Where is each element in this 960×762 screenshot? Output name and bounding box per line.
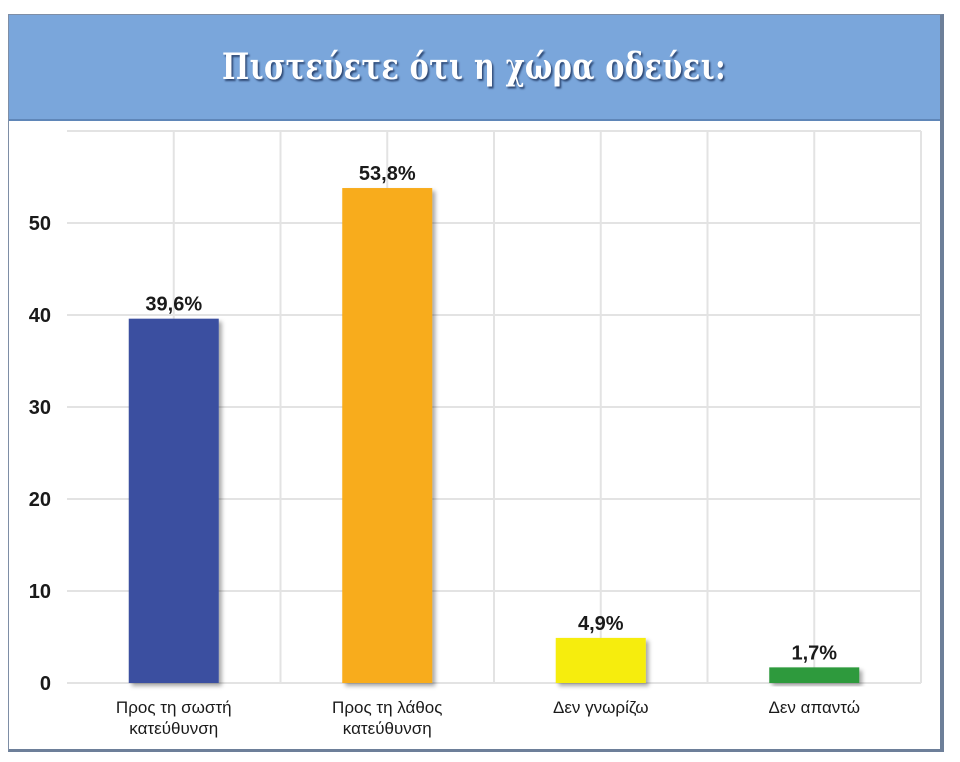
data-label: 1,7%: [791, 642, 837, 664]
x-tick-label: Δεν γνωρίζω: [553, 698, 649, 717]
bar: [342, 188, 433, 683]
bars: [128, 188, 860, 683]
x-tick-label: Προς τη λάθος: [332, 698, 442, 717]
data-label: 53,8%: [359, 163, 416, 185]
y-tick-label: 0: [40, 673, 51, 695]
chart-frame: Πιστεύετε ότι η χώρα οδεύει: 0 10 20 30 40 50…: [8, 14, 944, 752]
bar-chart: 0 10 20 30 40 50 39,6% Προς τη σωστή κατεύθυνση 5…: [29, 130, 922, 738]
y-tick-label: 40: [29, 305, 51, 327]
bar: [555, 637, 646, 683]
y-tick-label: 10: [29, 581, 51, 603]
y-tick-label: 20: [29, 489, 51, 511]
y-tick-label: 30: [29, 397, 51, 419]
x-tick-label: Προς τη σωστή: [116, 698, 232, 717]
x-tick-label: κατεύθυνση: [129, 719, 218, 738]
bar: [128, 318, 219, 683]
y-tick-label: 50: [29, 213, 51, 235]
data-label: 39,6%: [145, 294, 202, 316]
chart-title: Πιστεύετε ότι η χώρα οδεύει:: [222, 46, 727, 88]
title-banner: Πιστεύετε ότι η χώρα οδεύει:: [9, 15, 940, 121]
labels: 0 10 20 30 40 50 39,6% Προς τη σωστή κατεύθυνση 5…: [29, 163, 860, 738]
data-label: 4,9%: [578, 613, 624, 635]
x-tick-label: κατεύθυνση: [343, 719, 432, 738]
x-tick-label: Δεν απαντώ: [768, 698, 860, 717]
bar: [769, 667, 860, 683]
